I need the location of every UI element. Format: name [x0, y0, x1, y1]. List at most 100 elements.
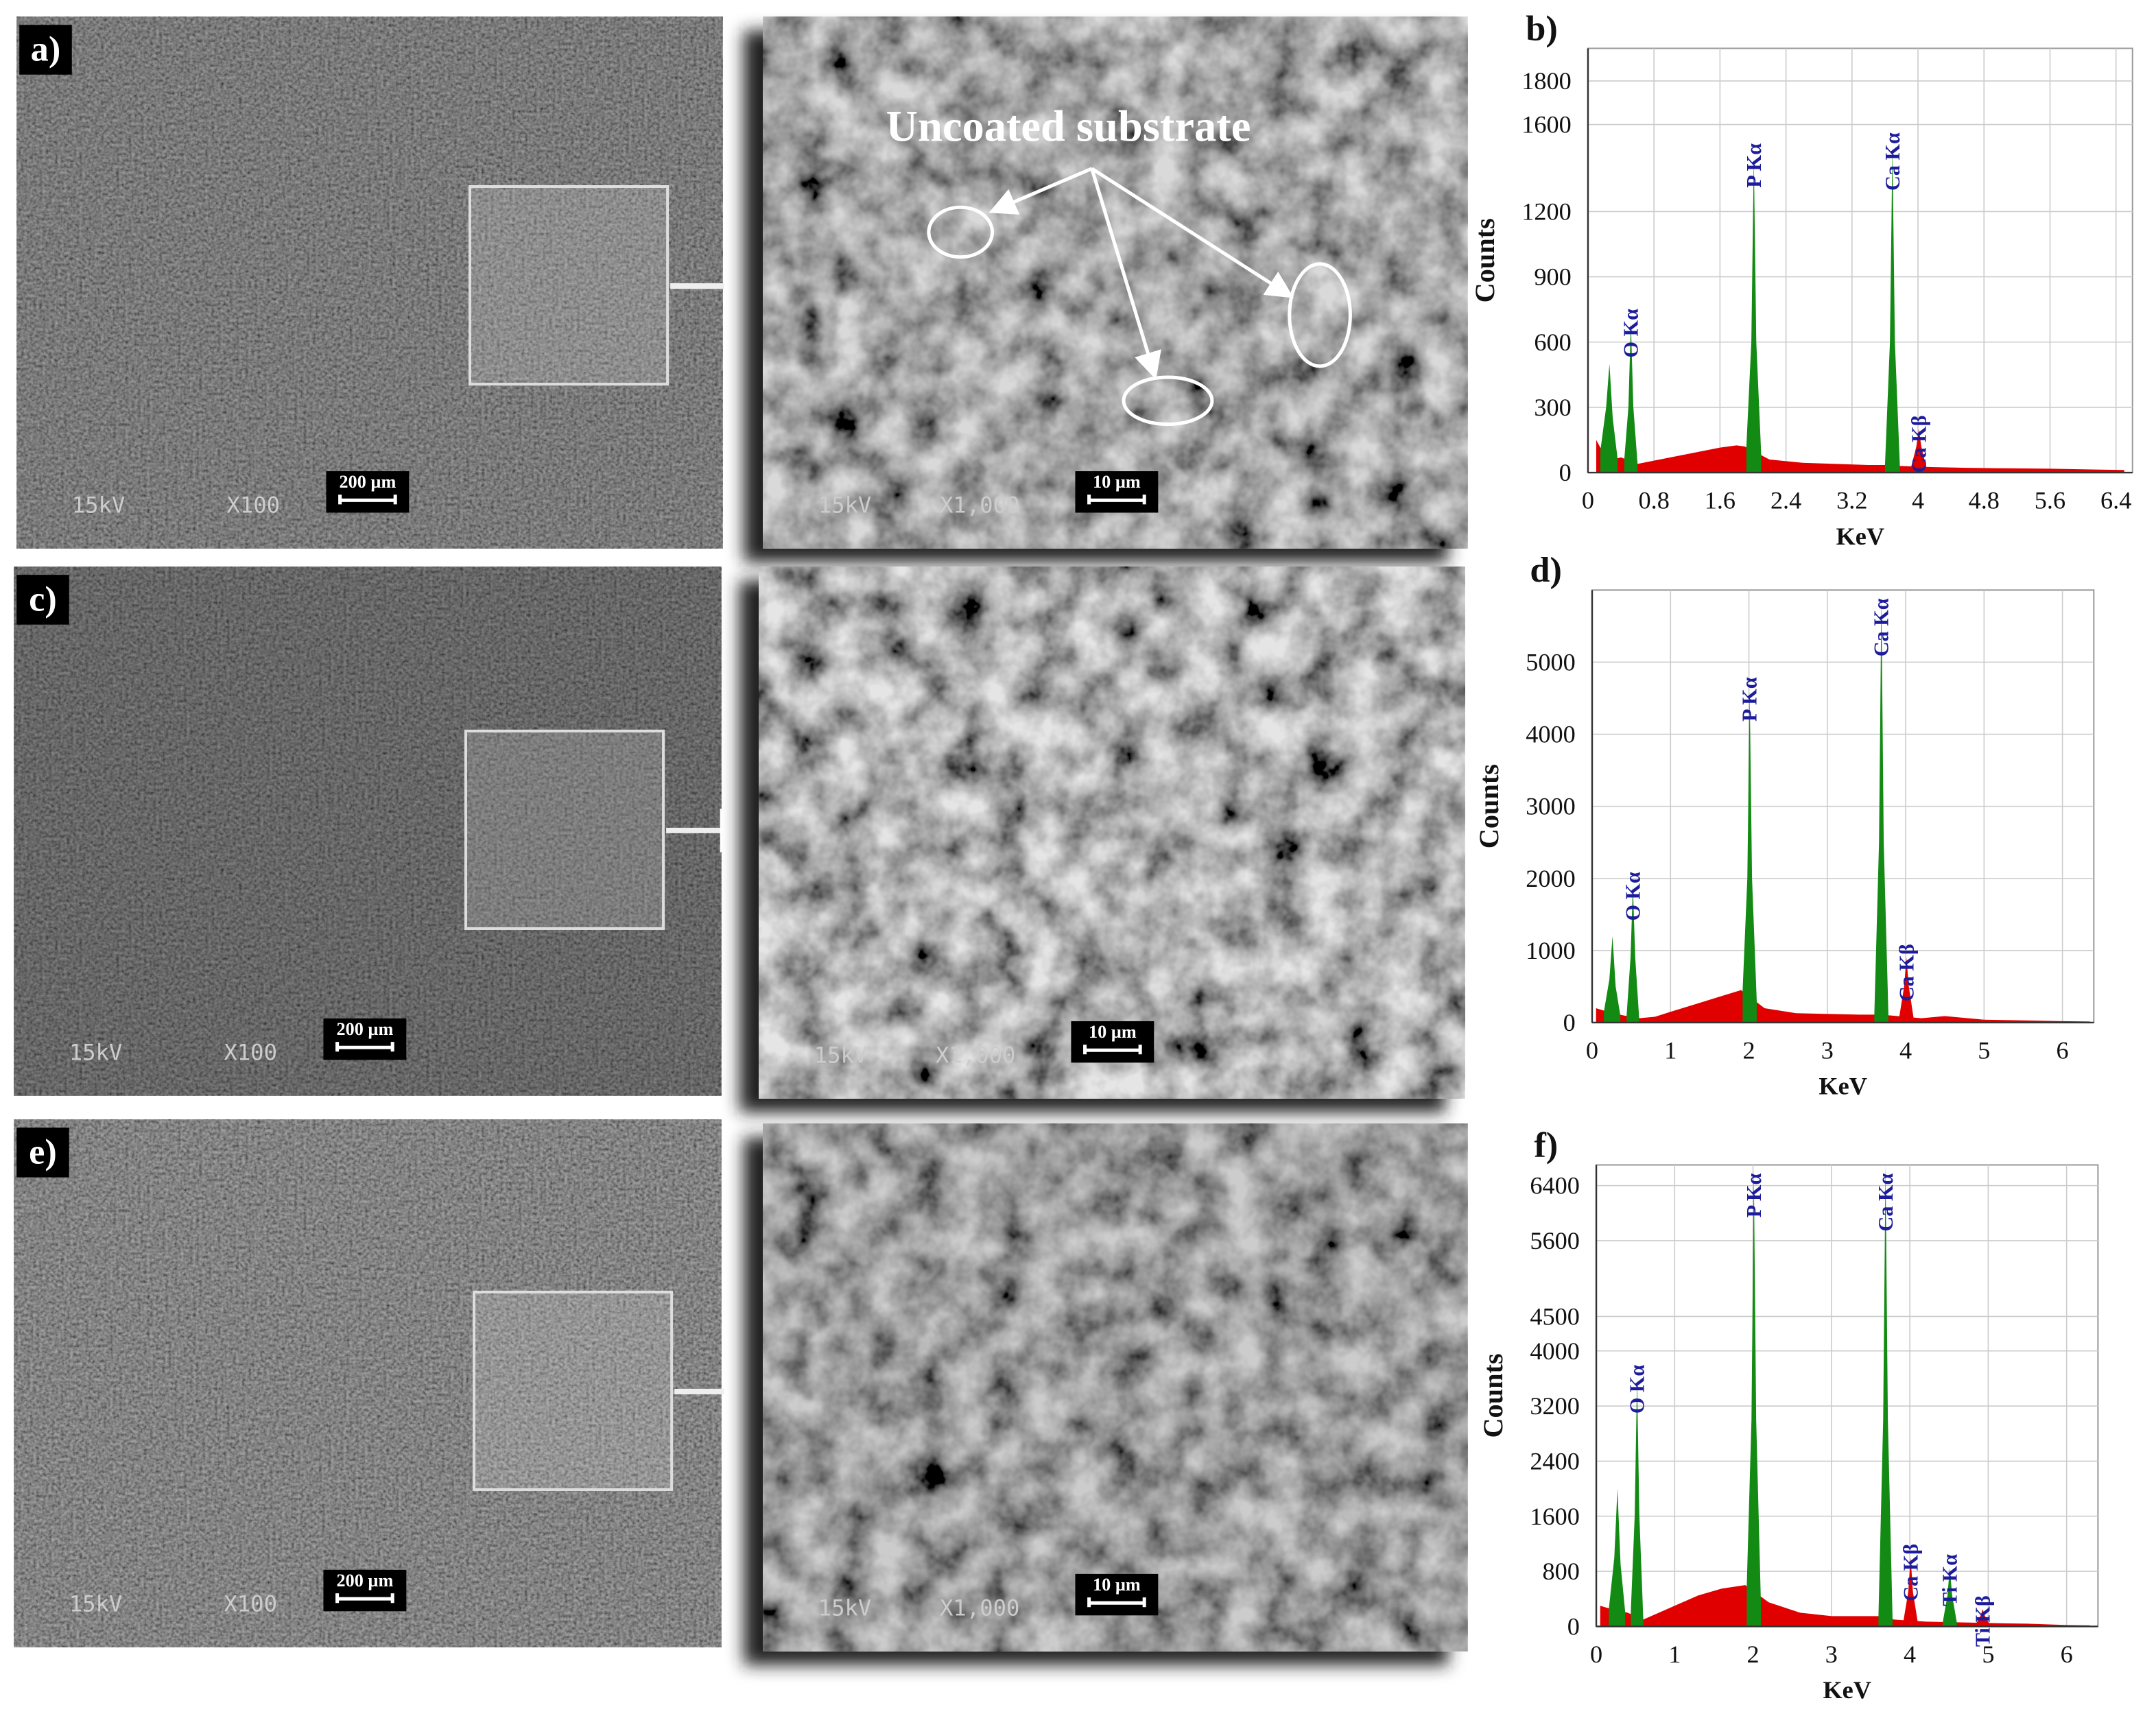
micrograph	[763, 16, 1468, 549]
peak	[1604, 936, 1621, 1023]
scale-bar-box	[1075, 1573, 1159, 1616]
voltage: 15kV	[814, 1042, 868, 1068]
peak	[1903, 1557, 1918, 1627]
annotations: Uncoated substrate	[886, 102, 1352, 427]
panel-label-box	[16, 1128, 69, 1178]
arrow	[988, 167, 1093, 215]
y-tick-label: 4000	[1530, 1337, 1579, 1365]
peak-label: O Kα	[1620, 309, 1643, 358]
peak	[1911, 429, 1927, 473]
x-tick-label: 1	[1664, 1036, 1677, 1064]
y-tick-label: 900	[1534, 263, 1571, 291]
peak-label: Ti Kα	[1938, 1554, 1961, 1606]
plot-area	[1596, 1164, 2099, 1628]
ellipse	[1288, 262, 1352, 368]
x-tick-label: 0.8	[1639, 486, 1670, 514]
micrograph	[759, 567, 1465, 1099]
x-tick-label: 4	[1899, 1036, 1912, 1064]
ellipse	[927, 205, 995, 259]
magnification: X100	[224, 1039, 277, 1065]
x-tick-label: 1.6	[1705, 486, 1736, 514]
y-tick-label: 3200	[1530, 1392, 1579, 1420]
y-axis-label: Counts	[1469, 218, 1500, 302]
magnification: X1,000	[936, 1042, 1015, 1068]
x-axis-label: KeV	[1836, 523, 1884, 550]
x-tick-label: 3	[1821, 1036, 1834, 1064]
peak-label: Ca Kα	[1870, 598, 1893, 656]
scale-bar-box	[1071, 1021, 1154, 1063]
magnification: X1,000	[940, 1595, 1019, 1621]
spectrum-chart: 0 1000 2000 3000 4000 5000 0 1 2 3 4 5 6 O Kα P Kα Ca K…	[1473, 550, 2095, 1100]
peak	[1626, 885, 1639, 1023]
x-tick-label: 6.4	[2100, 486, 2131, 514]
voltage: 15kV	[72, 492, 126, 518]
panel-label: c)	[29, 580, 57, 619]
x-tick-label: 3.2	[1836, 486, 1867, 514]
y-tick-label: 2400	[1530, 1447, 1579, 1475]
x-tick-label: 2.4	[1770, 486, 1801, 514]
tint	[759, 567, 1465, 1099]
y-tick-label: 0	[1559, 459, 1572, 486]
voltage: 15kV	[69, 1039, 123, 1065]
y-tick-label: 800	[1542, 1558, 1579, 1585]
y-tick-label: 0	[1563, 1009, 1576, 1036]
peak-label: O Kα	[1621, 872, 1644, 921]
arrow	[1090, 168, 1161, 380]
y-tick-label: 600	[1534, 329, 1571, 356]
y-tick-label: 2000	[1526, 865, 1575, 892]
x-tick-label: 0	[1582, 486, 1594, 514]
y-tick-label: 1600	[1521, 111, 1571, 139]
spectrum-area	[1596, 990, 2090, 1023]
spectrum-chart: 0 300 600 900 1200 1600 1800 0 0.8 1.6 2.4 3.2 4 4.8 5…	[1469, 8, 2133, 550]
y-axis-label: Counts	[1473, 764, 1504, 848]
peak	[1884, 146, 1900, 473]
peak-label: Ca Kβ	[1895, 944, 1918, 1001]
scale-bar-label: 200 µm	[340, 472, 396, 492]
scale-bar	[335, 1593, 394, 1604]
scale-bar-box	[326, 471, 410, 513]
peak-label: P Kα	[1742, 1173, 1766, 1217]
scale-bar-label: 10 µm	[1089, 1022, 1137, 1042]
scale-bar-box	[323, 1018, 407, 1060]
x-tick-label: 5	[1982, 1641, 1994, 1668]
peak	[1746, 1171, 1762, 1627]
y-tick-label: 1000	[1526, 937, 1575, 964]
peak-label: P Kα	[1742, 143, 1766, 188]
peak-label: O Kα	[1626, 1365, 1649, 1414]
scale-bar-box	[323, 1569, 407, 1612]
panel-label-box	[19, 25, 72, 75]
x-tick-label: 4	[1904, 1641, 1916, 1668]
panel-label: b)	[1526, 8, 1558, 48]
magnification: X100	[224, 1590, 277, 1617]
peak-label: Ti Kβ	[1971, 1595, 1994, 1647]
spectrum-area	[1596, 440, 2124, 473]
x-tick-label: 5	[1978, 1036, 1990, 1064]
peak	[1899, 957, 1914, 1023]
scale-bar-label: 200 µm	[337, 1019, 394, 1039]
panel-label: d)	[1530, 550, 1562, 590]
panel-label: e)	[29, 1132, 57, 1171]
y-tick-label: 0	[1567, 1613, 1580, 1641]
spectrum-chart: 0 800 1600 2400 3200 4000 4500 5600 6400 0 1 2 3 4 5 6 O…	[1478, 1125, 2099, 1704]
tint	[16, 16, 723, 549]
y-tick-label: 4500	[1530, 1303, 1579, 1331]
scale-bar-label: 10 µm	[1093, 472, 1141, 492]
x-tick-label: 5.6	[2035, 486, 2065, 514]
micrographs: a) 15kV X100 200 µm 15kV X1,000 10 µm c) 15kV X10…	[14, 16, 1468, 1665]
y-tick-label: 1200	[1521, 198, 1571, 226]
peak	[1878, 1165, 1893, 1627]
micrograph	[763, 1123, 1468, 1652]
x-axis-label: KeV	[1823, 1676, 1871, 1704]
ellipse	[1122, 375, 1214, 427]
scale-bar	[338, 494, 397, 505]
tint	[14, 1119, 722, 1647]
inset-square	[473, 1290, 674, 1491]
x-tick-label: 4	[1912, 486, 1924, 514]
spectrum-area	[1600, 1585, 2090, 1627]
peak-label: Ca Kα	[1881, 132, 1904, 191]
micrograph	[16, 16, 723, 549]
voltage: 15kV	[818, 1595, 872, 1621]
x-tick-label: 4.8	[1969, 486, 2000, 514]
